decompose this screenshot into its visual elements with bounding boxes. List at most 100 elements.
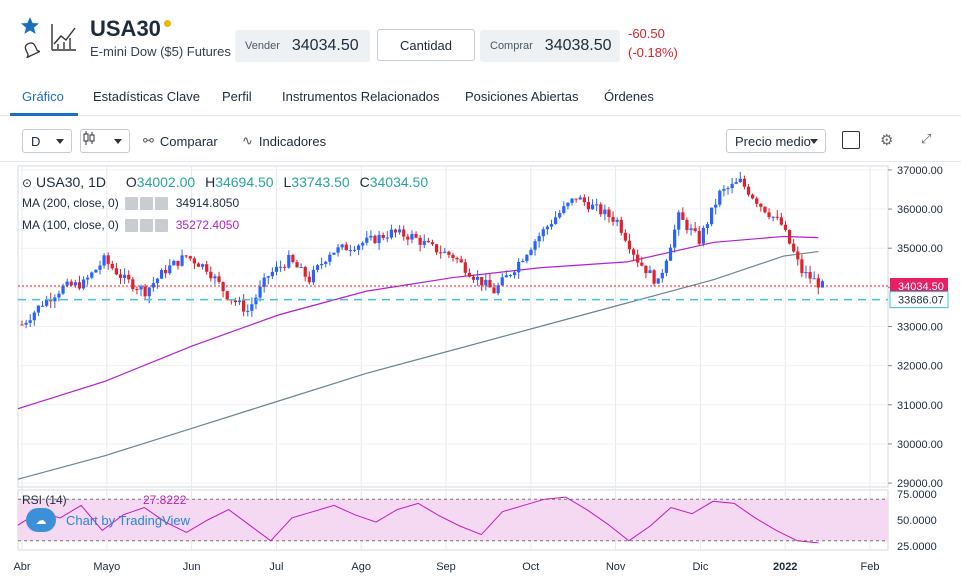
chevron-down-icon [810, 139, 818, 144]
chevron-down-icon [56, 139, 64, 144]
candle-body [237, 300, 242, 303]
x-tick-label: Feb [861, 561, 880, 573]
candle-body [389, 229, 394, 238]
tradingview-logo-icon: ☁ [26, 508, 56, 532]
indicators-button[interactable]: ∿ Indicadores [242, 133, 326, 149]
candle-body [804, 272, 808, 274]
legend-high-value: 34694.50 [215, 174, 274, 190]
candle-body [299, 267, 303, 269]
candle-body [377, 234, 381, 244]
candle-body [328, 254, 332, 262]
tab-related-instruments[interactable]: Instrumentos Relacionados [282, 89, 440, 104]
tab-key-stats[interactable]: Estadísticas Clave [93, 89, 200, 104]
candle-body [562, 206, 566, 214]
candle-body [250, 304, 254, 311]
quantity-input[interactable]: Cantidad [377, 29, 475, 61]
tab-profile[interactable]: Perfil [222, 89, 252, 104]
candle-body [775, 216, 779, 218]
candle-body [61, 285, 65, 294]
candle-body [410, 233, 414, 240]
candle-body [590, 204, 595, 210]
candle-body [315, 265, 320, 270]
candle-body [242, 300, 246, 312]
tab-orders[interactable]: Órdenes [604, 89, 654, 104]
candle-body [471, 276, 476, 280]
candle-body [426, 240, 430, 243]
candle-body [611, 216, 615, 222]
candle-body [619, 219, 623, 233]
star-icon[interactable] [20, 16, 40, 36]
candle-body [656, 278, 660, 284]
ma200-label: MA (200, close, 0) [22, 196, 119, 210]
candle-body [763, 206, 767, 213]
candle-body [291, 254, 295, 263]
chart-icon[interactable] [50, 22, 78, 52]
candle-body [463, 262, 467, 273]
ma200-legend: MA (200, close, 0) 34914.8050 [22, 196, 239, 210]
candle-body [681, 212, 685, 220]
eye-icon[interactable] [124, 218, 138, 232]
sell-button[interactable]: Vender 34034.50 [235, 30, 370, 62]
tradingview-badge[interactable]: ☁ Chart by TradingView [26, 506, 214, 534]
tab-open-positions[interactable]: Posiciones Abiertas [465, 89, 579, 104]
candle-body [533, 241, 537, 250]
interval-select[interactable]: D [22, 129, 72, 153]
candle-body [356, 245, 361, 250]
price-type-select[interactable]: Precio medio [726, 129, 826, 153]
candle-body [274, 266, 279, 272]
candle-body [652, 270, 656, 284]
candle-body [86, 277, 90, 280]
candle-body [689, 228, 693, 231]
chevron-down-icon [114, 139, 122, 144]
tab-chart[interactable]: Gráfico [22, 89, 64, 104]
candle-body [225, 291, 229, 300]
candle-body [254, 297, 258, 305]
chart-type-select[interactable] [80, 129, 130, 153]
candle-body [176, 260, 180, 266]
ma200-value: 34914.8050 [175, 196, 240, 210]
gear-icon[interactable] [139, 218, 153, 232]
gear-icon[interactable]: ⚙ [880, 132, 894, 149]
close-icon[interactable] [154, 196, 168, 210]
candle-body [554, 217, 558, 225]
candle-body [332, 252, 336, 255]
candle-body [57, 293, 61, 298]
candle-body [385, 237, 389, 239]
interval-value: D [31, 133, 41, 149]
candle-body [422, 240, 426, 245]
compare-button[interactable]: ⚯ Comparar [143, 133, 218, 149]
eye-icon[interactable] [124, 196, 138, 210]
candle-body [496, 285, 500, 294]
candle-body [36, 305, 41, 313]
fullscreen-toggle-button[interactable] [842, 131, 860, 149]
candle-body [324, 261, 328, 264]
candle-body [500, 277, 504, 286]
candle-body [373, 235, 377, 244]
ma100-controls[interactable] [124, 218, 170, 232]
close-icon[interactable] [154, 218, 168, 232]
candle-body [631, 249, 636, 255]
candle-body [340, 244, 344, 248]
gear-icon[interactable] [139, 196, 153, 210]
expand-icon[interactable]: ⤢ [921, 131, 932, 146]
candle-body [759, 203, 763, 207]
candle-body [430, 242, 435, 245]
candle-body [94, 269, 98, 273]
bell-icon[interactable] [22, 40, 40, 58]
x-tick-label: Abr [13, 561, 30, 573]
candle-body [627, 240, 632, 250]
ma200-controls[interactable] [124, 196, 170, 210]
collapse-legend-icon[interactable]: ⊙ [22, 176, 33, 190]
change-percent: (-0.18%) [628, 45, 678, 60]
candle-body [40, 305, 45, 307]
rsi-label: RSI (14) [22, 493, 67, 507]
candle-body [266, 276, 270, 278]
tradingview-label: Chart by TradingView [66, 512, 191, 528]
chart-legend: ⊙ USA30, 1D O34002.00 H34694.50 L33743.5… [22, 174, 428, 190]
buy-button[interactable]: Comprar 34038.50 [480, 30, 620, 62]
ma200-line [17, 250, 819, 480]
indicators-icon: ∿ [242, 133, 253, 148]
candle-body [615, 219, 619, 222]
candle-body [558, 213, 562, 218]
candle-body [648, 270, 652, 274]
